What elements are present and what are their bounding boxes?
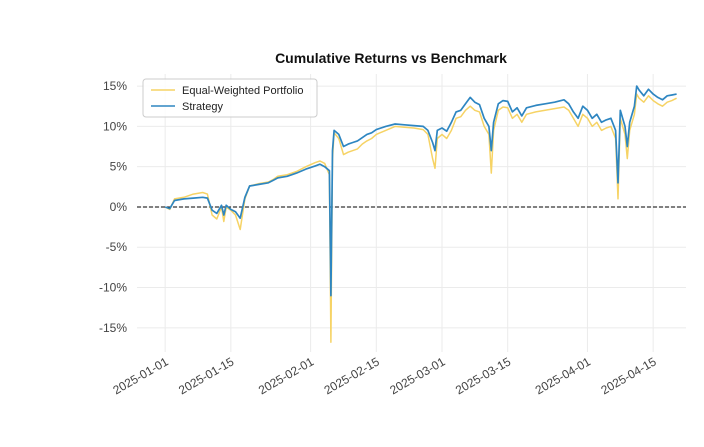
x-tick-label: 2025-02-15 [322,354,382,397]
y-tick-label: 15% [103,79,127,93]
series-layer [164,85,677,344]
x-tick-label: 2025-03-15 [453,354,513,397]
x-tick-label: 2025-02-01 [256,354,316,397]
chart-title: Cumulative Returns vs Benchmark [275,50,507,66]
x-tick-label: 2025-04-15 [598,354,658,397]
x-tick-label: 2025-04-01 [533,354,593,397]
legend: Equal-Weighted Portfolio Strategy [142,78,318,118]
y-tick-label: 0% [110,200,128,214]
series-line-strategy [164,85,677,297]
grid-layer [137,74,686,352]
y-axis-ticks: 15% 10% 5% 0% -5% -10% -15% [99,79,127,335]
x-axis-ticks: 2025-01-01 2025-01-15 2025-02-01 2025-02-15… [110,354,658,397]
legend-box [142,78,318,118]
series-line-equal-weighted [164,93,677,344]
y-tick-label: -10% [99,281,127,295]
legend-label-strategy: Strategy [182,101,223,113]
x-tick-label: 2025-03-01 [387,354,447,397]
legend-label-equal-weighted: Equal-Weighted Portfolio [182,85,303,97]
x-tick-label: 2025-01-15 [176,354,236,397]
y-tick-label: -5% [106,240,128,254]
y-tick-label: -15% [99,321,127,335]
x-tick-label: 2025-01-01 [110,354,170,397]
y-tick-label: 5% [110,160,128,174]
y-tick-label: 10% [103,119,127,133]
